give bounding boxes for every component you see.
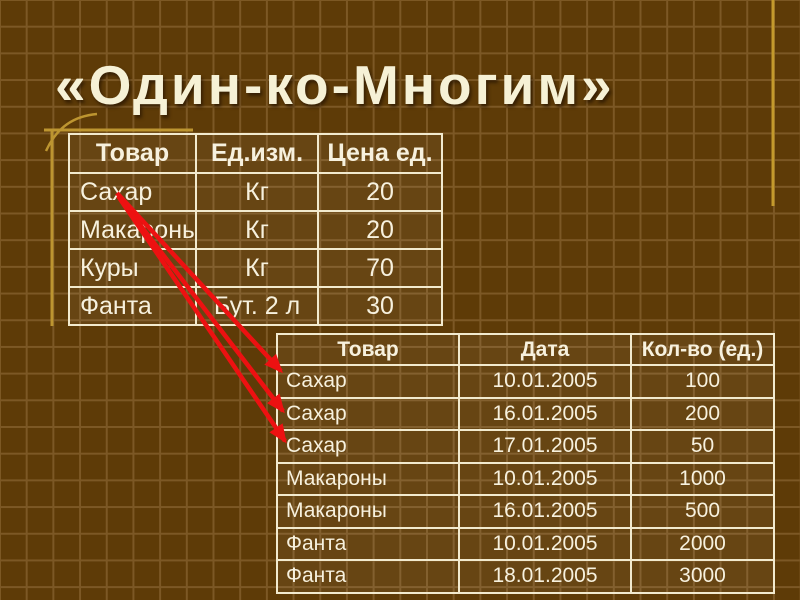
table-cell: Сахар	[68, 172, 197, 212]
table-cell: Сахар	[276, 396, 460, 431]
column-header: Товар	[68, 133, 197, 174]
column-header: Кол-во (ед.)	[630, 333, 775, 366]
table-cell: 17.01.2005	[458, 429, 632, 464]
table-row: Макароны Кг 20	[68, 210, 443, 250]
column-header: Дата	[458, 333, 632, 366]
table-row: Сахар 10.01.2005 100	[276, 364, 775, 399]
table-row: Макароны 10.01.2005 1000	[276, 461, 775, 496]
table-cell: Сахар	[276, 364, 460, 399]
table-cell: Макароны	[276, 494, 460, 529]
table-row: Фанта Бут. 2 л 30	[68, 286, 443, 326]
table-cell: Макароны	[68, 210, 197, 250]
table-cell: 10.01.2005	[458, 364, 632, 399]
table-cell: Фанта	[68, 286, 197, 326]
table-cell: 3000	[630, 559, 775, 594]
table-cell: Бут. 2 л	[195, 286, 319, 326]
table-cell: 18.01.2005	[458, 559, 632, 594]
table-row: Макароны 16.01.2005 500	[276, 494, 775, 529]
table-cell: Сахар	[276, 429, 460, 464]
table-row: Сахар 16.01.2005 200	[276, 396, 775, 431]
table-row: Сахар Кг 20	[68, 172, 443, 212]
table-cell: 50	[630, 429, 775, 464]
table-cell: 20	[317, 210, 443, 250]
table-cell: Кг	[195, 172, 319, 212]
table-cell: Макароны	[276, 461, 460, 496]
table-cell: Фанта	[276, 526, 460, 561]
table-cell: 10.01.2005	[458, 461, 632, 496]
table-row: Фанта 18.01.2005 3000	[276, 559, 775, 594]
table-cell: 200	[630, 396, 775, 431]
orders-table: Товар Дата Кол-во (ед.) Сахар 10.01.2005…	[276, 333, 775, 594]
table-cell: 16.01.2005	[458, 494, 632, 529]
table-cell: Кг	[195, 210, 319, 250]
column-header: Товар	[276, 333, 460, 366]
table-row: Куры Кг 70	[68, 248, 443, 288]
table-cell: 100	[630, 364, 775, 399]
column-header: Ед.изм.	[195, 133, 319, 174]
table-cell: 16.01.2005	[458, 396, 632, 431]
table-cell: 10.01.2005	[458, 526, 632, 561]
table-cell: 1000	[630, 461, 775, 496]
table-cell: Кг	[195, 248, 319, 288]
table-cell: 20	[317, 172, 443, 212]
table-cell: 500	[630, 494, 775, 529]
table-row: Фанта 10.01.2005 2000	[276, 526, 775, 561]
table-cell: Куры	[68, 248, 197, 288]
slide-title: «Один-ко-Многим»	[55, 54, 615, 116]
table-cell: 2000	[630, 526, 775, 561]
table-header-row: Товар Ед.изм. Цена ед.	[68, 133, 443, 174]
column-header: Цена ед.	[317, 133, 443, 174]
table-cell: Фанта	[276, 559, 460, 594]
table-row: Сахар 17.01.2005 50	[276, 429, 775, 464]
table-header-row: Товар Дата Кол-во (ед.)	[276, 333, 775, 366]
table-cell: 30	[317, 286, 443, 326]
table-cell: 70	[317, 248, 443, 288]
products-table: Товар Ед.изм. Цена ед. Сахар Кг 20 Макар…	[68, 133, 443, 326]
